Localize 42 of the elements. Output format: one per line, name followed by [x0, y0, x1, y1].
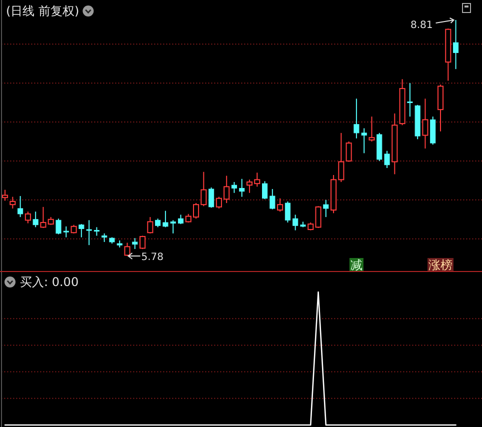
candlestick — [63, 226, 69, 238]
candlestick — [361, 128, 367, 154]
candlestick — [277, 198, 284, 212]
candlestick — [10, 196, 16, 209]
candlestick — [384, 150, 390, 168]
candlestick — [323, 199, 329, 218]
candlestick — [178, 214, 184, 225]
chart-title: (日线 前复权) — [6, 4, 80, 18]
candlestick — [453, 20, 459, 70]
candlestick — [56, 218, 62, 235]
candlestick — [437, 84, 444, 132]
candlestick — [78, 224, 84, 238]
chart-title: 买入: 0.00 — [20, 275, 79, 289]
candlestick — [162, 210, 168, 228]
candlestick — [422, 98, 428, 150]
candlestick — [346, 141, 352, 162]
candlestick — [24, 211, 31, 224]
candlestick — [270, 188, 276, 210]
candlestick — [231, 182, 237, 194]
candlestick — [239, 178, 245, 198]
candlestick — [354, 98, 360, 139]
candlestick — [208, 186, 214, 208]
candlestick — [18, 196, 24, 218]
annotation: 8.81 — [410, 20, 433, 31]
candlestick — [32, 211, 38, 228]
signal: 涨榜 — [428, 258, 454, 272]
candlestick — [368, 116, 375, 142]
signal: 减 — [349, 258, 364, 272]
candlestick — [147, 216, 154, 234]
candlestick — [292, 214, 298, 231]
candlestick — [430, 116, 436, 146]
candlestick — [140, 235, 146, 250]
candlestick — [132, 238, 138, 250]
candlestick — [284, 200, 290, 224]
annotation: 5.78 — [141, 252, 164, 263]
candlestick — [40, 206, 46, 228]
candlestick — [2, 189, 8, 202]
candlestick — [86, 220, 92, 246]
candlestick — [407, 82, 413, 118]
candlestick — [170, 220, 176, 234]
candlestick — [262, 180, 268, 200]
candlestick — [124, 242, 130, 256]
